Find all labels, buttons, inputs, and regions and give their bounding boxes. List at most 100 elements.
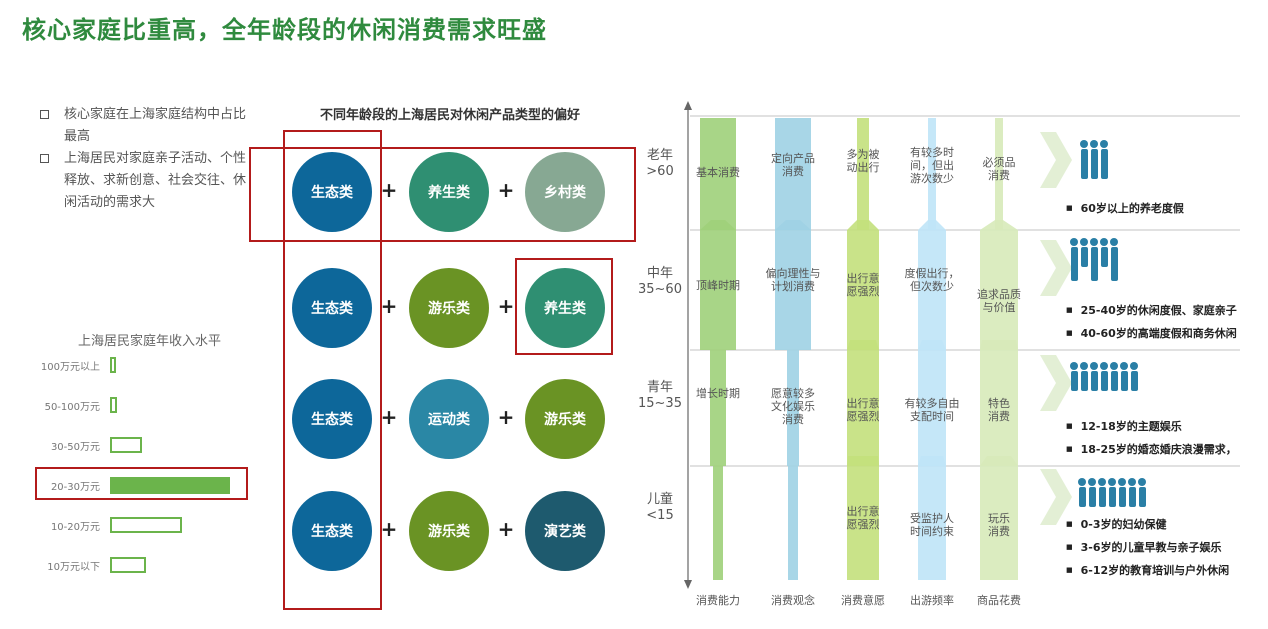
matrix-cell-line: 游次数少 <box>910 172 954 185</box>
dimension-label: 商品花费 <box>977 594 1021 607</box>
figure-head <box>1128 478 1136 486</box>
figure-body <box>1071 247 1078 281</box>
young-people-icon <box>1070 362 1138 391</box>
matrix-cell-text: 定向产品 消费 <box>753 152 833 178</box>
column-segment <box>980 230 1018 350</box>
bullet-line: 释放、求新创意、社会交往、休 <box>64 173 247 188</box>
matrix-cell-line: 玩乐 <box>988 512 1010 525</box>
matrix-cell-line: 动出行 <box>846 161 880 174</box>
figure-body <box>1119 487 1126 507</box>
figure-head <box>1090 362 1098 370</box>
figure-body <box>1091 247 1098 281</box>
income-bar <box>110 477 230 494</box>
age-group-label-line: <15 <box>646 508 674 523</box>
figure-head <box>1118 478 1126 486</box>
income-highlight-box <box>35 467 248 500</box>
matrix-cell-line: 计划消费 <box>771 280 815 293</box>
figure-body <box>1101 149 1108 179</box>
matrix-cell-line: 出行意 <box>846 397 880 410</box>
matrix-cell-text: 必须品 消费 <box>959 156 1039 182</box>
age-group-label: 老年 >60 <box>630 148 690 180</box>
figure-head <box>1100 362 1108 370</box>
dimension-label: 消费观念 <box>771 594 815 607</box>
preference-circle: 生态类 <box>292 268 372 348</box>
column-taper <box>980 456 1018 466</box>
preference-circle: 乡村类 <box>525 152 605 232</box>
bullet-square-icon <box>40 110 49 119</box>
figure-body <box>1091 371 1098 391</box>
column-taper <box>847 220 879 230</box>
segment-item: 6-12岁的教育培训与户外休闲 <box>1066 562 1230 578</box>
matrix-cell-line: 消费 <box>988 525 1010 538</box>
column-segment <box>980 350 1018 466</box>
bullet-core-family: 核心家庭在上海家庭结构中占比 最高 <box>40 104 250 148</box>
column-segment <box>847 466 879 580</box>
chevron-right-icon <box>1040 469 1072 525</box>
family-icon <box>1070 238 1118 281</box>
column-segment <box>787 350 799 466</box>
segment-item: 3-6岁的儿童早教与亲子娱乐 <box>1066 539 1222 555</box>
matrix-cell-text: 有较多自由 支配时间 <box>892 397 972 423</box>
matrix-cell-line: 支配时间 <box>910 410 954 423</box>
segment-item: 25-40岁的休闲度假、家庭亲子 <box>1066 302 1237 318</box>
column-taper <box>847 340 879 350</box>
column-segment <box>713 466 723 580</box>
matrix-cell-line: 消费 <box>988 169 1010 182</box>
figure-body <box>1081 371 1088 391</box>
figure-head <box>1120 362 1128 370</box>
matrix-cell-line: 出行意 <box>846 505 880 518</box>
income-bar <box>110 517 182 533</box>
matrix-cell-text: 多为被 动出行 <box>823 148 903 174</box>
age-group-label-line: 15~35 <box>638 396 682 411</box>
figure-body <box>1101 247 1108 267</box>
figure-body <box>1121 371 1128 391</box>
ecology-column-highlight-box <box>283 130 382 610</box>
figure-head <box>1070 238 1078 246</box>
matrix-cell-text: 特色 消费 <box>959 397 1039 423</box>
age-group-label-line: 儿童 <box>646 492 673 507</box>
age-group-label: 儿童 <15 <box>630 492 690 524</box>
age-consumption-matrix <box>684 101 1240 589</box>
figure-body <box>1089 487 1096 507</box>
matrix-cell-line: 时间约束 <box>910 525 954 538</box>
matrix-cell-text: 增长时期 <box>678 387 758 400</box>
column-segment <box>700 118 736 230</box>
income-bar-label: 50-100万元 <box>44 402 100 413</box>
matrix-cell-line: 愿强烈 <box>846 410 880 423</box>
matrix-cell-line: 受监护人 <box>910 512 954 525</box>
income-bar-label: 10-20万元 <box>50 522 100 533</box>
matrix-cell-line: 但次数少 <box>910 280 954 293</box>
segment-item: 60岁以上的养老度假 <box>1066 200 1184 216</box>
figure-head <box>1108 478 1116 486</box>
chevron-right-icon <box>1040 132 1072 188</box>
children-icon <box>1078 478 1146 507</box>
matrix-cell-text: 有较多时 间，但出 游次数少 <box>892 146 972 185</box>
matrix-cell-text: 愿意较多 文化娱乐 消费 <box>753 387 833 426</box>
figure-body <box>1139 487 1146 507</box>
income-bar <box>110 557 146 573</box>
matrix-cell-line: 基本消费 <box>696 166 740 179</box>
income-bar-label: 10万元以下 <box>47 562 100 573</box>
matrix-cell-line: 有较多自由 <box>904 397 960 410</box>
matrix-cell-line: 愿意较多 <box>771 387 815 400</box>
income-chart-title: 上海居民家庭年收入水平 <box>78 334 222 349</box>
figure-body <box>1071 371 1078 391</box>
figure-head <box>1078 478 1086 486</box>
age-group-label-line: >60 <box>646 164 674 179</box>
matrix-cell-line: 定向产品 <box>771 152 815 165</box>
bullet-line: 核心家庭在上海家庭结构中占比 <box>64 107 247 122</box>
column-taper <box>918 456 946 466</box>
matrix-cell-text: 偏向理性与 计划消费 <box>753 267 833 293</box>
figure-head <box>1080 362 1088 370</box>
matrix-cell-line: 特色 <box>988 397 1010 410</box>
figure-body <box>1099 487 1106 507</box>
figure-body <box>1111 247 1118 281</box>
plus-sign: + <box>497 178 515 202</box>
column-taper <box>918 340 946 350</box>
matrix-cell-line: 消费 <box>782 165 804 178</box>
column-segment <box>847 350 879 466</box>
age-group-label: 中年 35~60 <box>630 266 690 298</box>
column-segment <box>700 230 736 350</box>
matrix-cell-line: 间，但出 <box>910 159 954 172</box>
segment-item: 40-60岁的高端度假和商务休闲 <box>1066 325 1237 341</box>
